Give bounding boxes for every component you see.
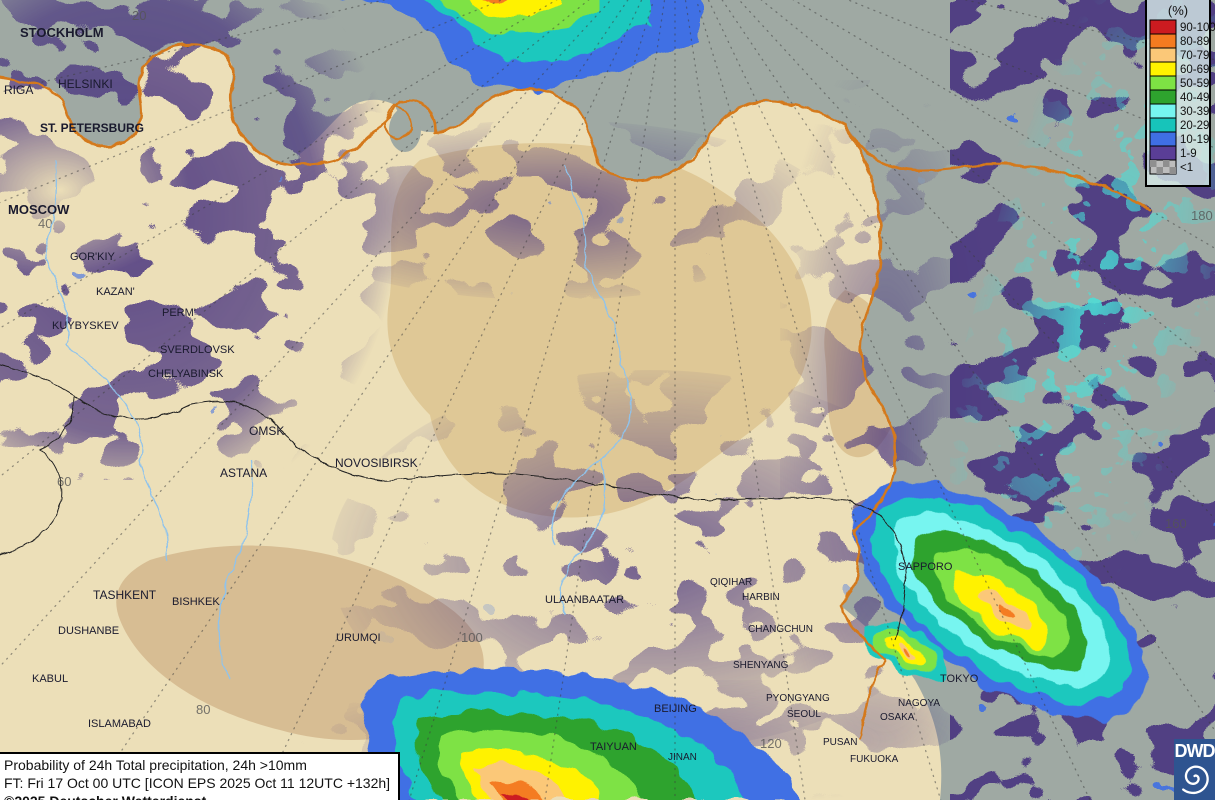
svg-text:CHELYABINSK: CHELYABINSK xyxy=(148,368,224,380)
svg-text:PERM': PERM' xyxy=(162,307,196,319)
svg-text:TASHKENT: TASHKENT xyxy=(93,588,157,602)
svg-text:DUSHANBE: DUSHANBE xyxy=(58,625,119,637)
svg-text:SHENYANG: SHENYANG xyxy=(733,660,789,671)
svg-text:HARBIN: HARBIN xyxy=(742,592,780,603)
svg-text:URUMQI: URUMQI xyxy=(336,632,381,644)
svg-text:TAIYUAN: TAIYUAN xyxy=(590,741,637,753)
svg-text:KUYBYSKEV: KUYBYSKEV xyxy=(52,320,119,332)
svg-text:CHANGCHUN: CHANGCHUN xyxy=(748,624,813,635)
svg-text:60-69: 60-69 xyxy=(1180,64,1209,76)
svg-text:10-19: 10-19 xyxy=(1180,134,1209,146)
svg-text:SEOUL: SEOUL xyxy=(787,709,821,720)
svg-text:SVERDLOVSK: SVERDLOVSK xyxy=(160,344,235,356)
svg-text:50-59: 50-59 xyxy=(1180,78,1209,90)
svg-text:ASTANA: ASTANA xyxy=(220,466,267,480)
svg-text:STOCKHOLM: STOCKHOLM xyxy=(20,25,104,40)
svg-text:NAGOYA: NAGOYA xyxy=(898,698,940,709)
svg-text:40-49: 40-49 xyxy=(1180,92,1209,104)
svg-text:GOR'KIY: GOR'KIY xyxy=(70,251,116,263)
svg-text:JINAN: JINAN xyxy=(668,752,697,763)
svg-text:90-100: 90-100 xyxy=(1180,22,1215,34)
svg-text:BISHKEK: BISHKEK xyxy=(172,596,220,608)
svg-text:80-89: 80-89 xyxy=(1180,36,1209,48)
svg-text:SAPPORO: SAPPORO xyxy=(898,561,953,573)
svg-text:<1: <1 xyxy=(1180,162,1193,174)
svg-text:KAZAN': KAZAN' xyxy=(96,286,135,298)
svg-text:MOSCOW: MOSCOW xyxy=(8,202,70,217)
svg-text:FUKUOKA: FUKUOKA xyxy=(850,754,899,765)
svg-text:TOKYO: TOKYO xyxy=(940,673,979,685)
svg-text:30-39: 30-39 xyxy=(1180,106,1209,118)
svg-text:RIGA: RIGA xyxy=(4,83,33,97)
svg-text:PUSAN: PUSAN xyxy=(823,737,857,748)
svg-text:NOVOSIBIRSK: NOVOSIBIRSK xyxy=(335,456,418,470)
svg-text:HELSINKI: HELSINKI xyxy=(58,77,113,91)
svg-text:QIQIHAR: QIQIHAR xyxy=(710,577,752,588)
svg-text:BEIJING: BEIJING xyxy=(654,703,697,715)
svg-text:70-79: 70-79 xyxy=(1180,50,1209,62)
svg-text:ISLAMABAD: ISLAMABAD xyxy=(88,718,151,730)
svg-text:OMSK: OMSK xyxy=(249,424,284,438)
svg-text:1-9: 1-9 xyxy=(1180,148,1197,160)
svg-text:OSAKA: OSAKA xyxy=(880,712,915,723)
svg-text:20-29: 20-29 xyxy=(1180,120,1209,132)
svg-text:ULAANBAATAR: ULAANBAATAR xyxy=(545,594,624,606)
svg-text:PYONGYANG: PYONGYANG xyxy=(766,693,830,704)
svg-text:KABUL: KABUL xyxy=(32,673,68,685)
svg-text:ST. PETERSBURG: ST. PETERSBURG xyxy=(40,121,144,135)
